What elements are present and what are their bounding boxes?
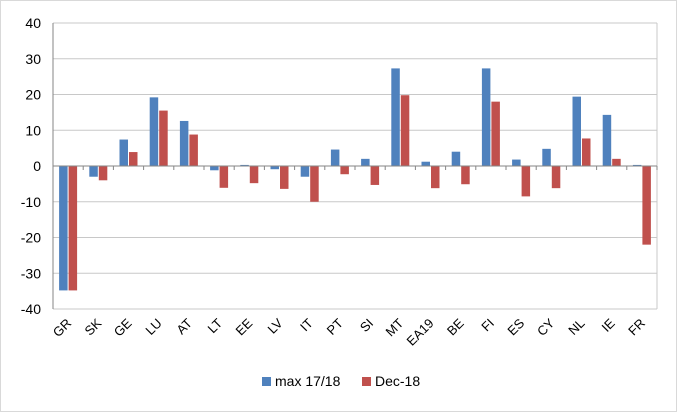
x-category-label: LV <box>264 315 285 336</box>
y-tick-label: -30 <box>21 265 41 281</box>
bar-max-17-18 <box>240 164 249 166</box>
legend-swatch <box>362 377 371 386</box>
y-tick-label: 0 <box>33 158 41 174</box>
bar-max-17-18 <box>179 120 189 166</box>
y-tick-label: 20 <box>25 87 41 103</box>
bar-max-17-18 <box>330 149 340 166</box>
y-tick-label: 10 <box>25 122 41 138</box>
x-category-label: EE <box>233 315 256 338</box>
x-category-label: GE <box>111 315 135 339</box>
legend-label: max 17/18 <box>275 373 341 389</box>
bar-max-17-18 <box>542 148 551 166</box>
y-tick-label: -10 <box>21 194 41 210</box>
x-category-label: IE <box>599 315 619 335</box>
legend-swatch <box>262 377 271 386</box>
bar-max-17-18 <box>481 68 491 166</box>
x-category-label: SI <box>357 316 376 335</box>
x-category-label: ES <box>504 315 527 338</box>
y-tick-label: 40 <box>25 15 41 31</box>
bar-max-17-18 <box>59 166 68 291</box>
x-category-label: LT <box>205 315 226 336</box>
x-category-label: FI <box>478 316 497 335</box>
bar-dec-18 <box>98 166 108 181</box>
bar-max-17-18 <box>210 166 219 171</box>
bar-max-17-18 <box>149 97 159 166</box>
bar-dec-18 <box>340 166 349 175</box>
bar-dec-18 <box>189 134 198 166</box>
bar-dec-18 <box>491 101 500 166</box>
bar-max-17-18 <box>421 161 430 166</box>
bar-max-17-18 <box>270 166 279 170</box>
bar-dec-18 <box>461 166 470 185</box>
bar-max-17-18 <box>300 166 310 177</box>
bar-dec-18 <box>551 166 561 189</box>
bar-dec-18 <box>642 166 651 245</box>
y-tick-label: -40 <box>21 301 41 317</box>
bar-dec-18 <box>431 166 440 189</box>
bar-dec-18 <box>249 166 259 184</box>
legend-label: Dec-18 <box>375 373 420 389</box>
x-category-label: NL <box>565 316 587 338</box>
bar-dec-18 <box>129 152 138 166</box>
bar-max-17-18 <box>391 68 400 166</box>
bar-max-17-18 <box>119 139 128 166</box>
bar-dec-18 <box>400 95 410 166</box>
y-tick-label: 30 <box>25 51 41 67</box>
x-category-label: SK <box>82 315 105 338</box>
y-tick-label: -20 <box>21 230 41 246</box>
bar-dec-18 <box>68 166 78 291</box>
x-category-label: AT <box>173 315 195 337</box>
bar-max-17-18 <box>602 114 612 166</box>
x-category-label: BE <box>444 315 467 338</box>
x-category-label: GR <box>50 316 74 340</box>
x-category-label: FR <box>625 316 648 339</box>
bar-max-17-18 <box>632 164 642 166</box>
bar-max-17-18 <box>572 96 581 166</box>
bar-max-17-18 <box>512 159 521 166</box>
bar-dec-18 <box>582 138 591 166</box>
bar-dec-18 <box>280 166 289 189</box>
bar-dec-18 <box>370 166 380 185</box>
x-category-label: MT <box>383 315 407 339</box>
bar-dec-18 <box>612 158 621 166</box>
bar-dec-18 <box>219 166 229 188</box>
bar-max-17-18 <box>451 151 461 166</box>
x-category-label: PT <box>324 315 346 337</box>
x-category-label: CY <box>534 315 558 339</box>
x-category-label: EA19 <box>404 316 437 349</box>
x-category-label: LU <box>142 316 164 338</box>
bar-dec-18 <box>521 166 531 197</box>
bar-max-17-18 <box>89 166 98 177</box>
bar-max-17-18 <box>361 158 370 166</box>
bar-dec-18 <box>310 166 319 202</box>
bar-dec-18 <box>159 110 168 166</box>
x-category-label: IT <box>297 315 316 334</box>
